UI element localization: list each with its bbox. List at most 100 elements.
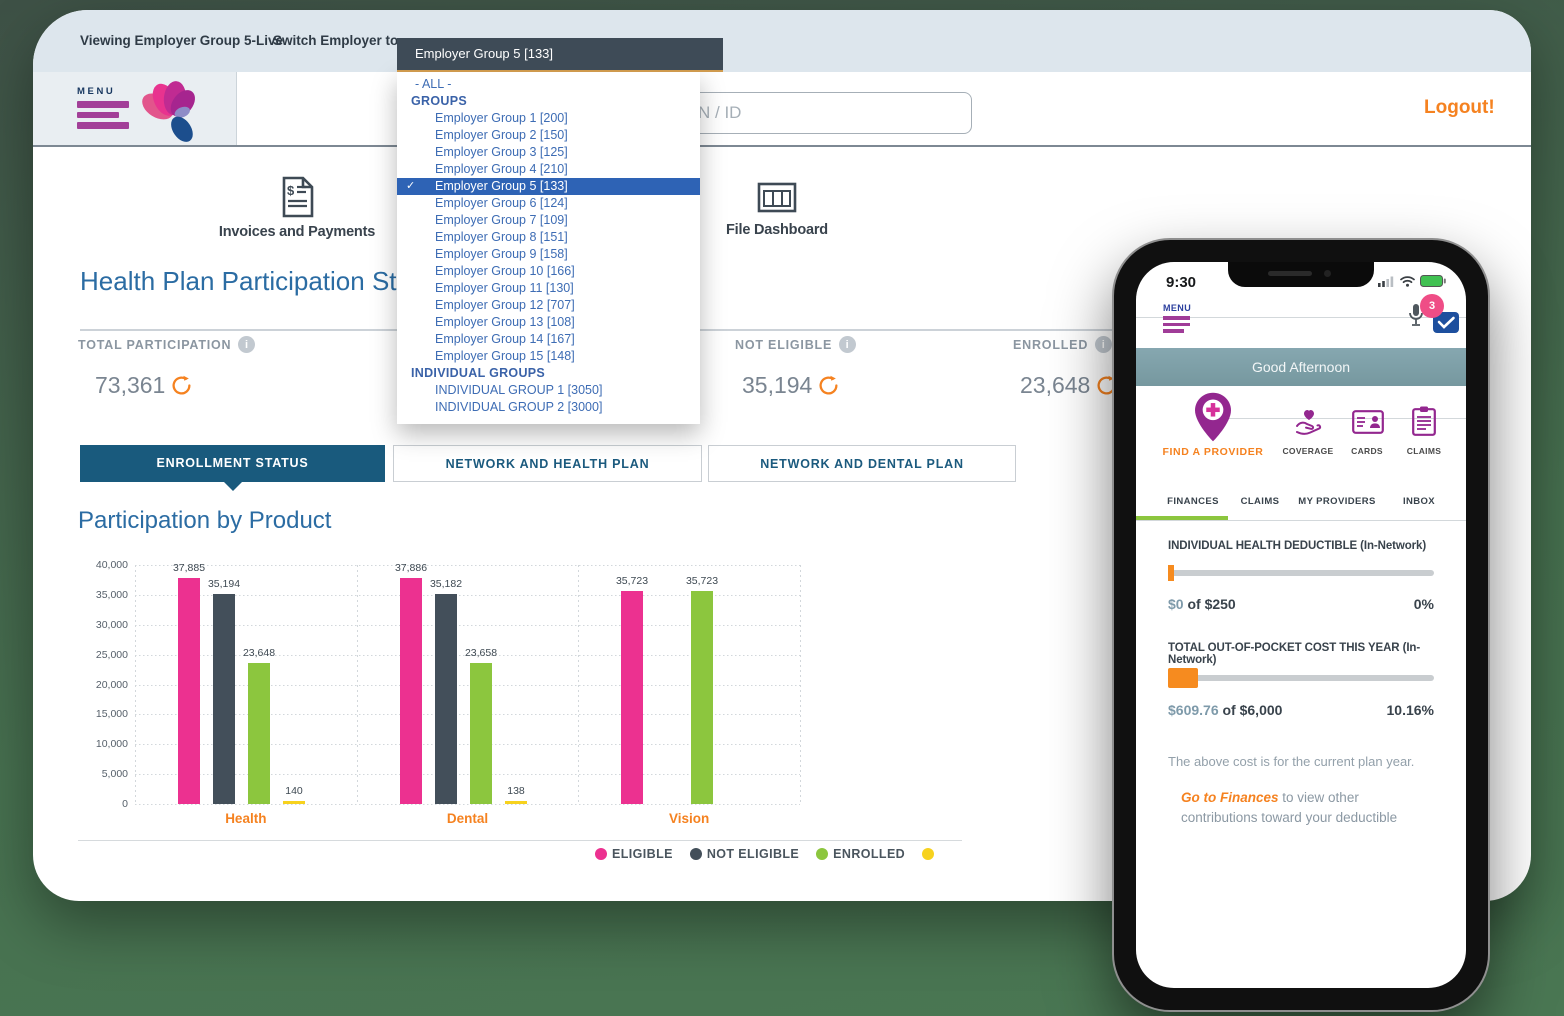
category-divider-line <box>356 565 358 804</box>
dropdown-item[interactable]: Employer Group 3 [125] <box>435 145 568 159</box>
dropdown-item[interactable]: Employer Group 11 [130] <box>435 281 574 295</box>
y-axis-tick-label: 10,000 <box>95 738 128 751</box>
info-icon[interactable]: i <box>238 336 256 353</box>
dropdown-item[interactable]: Employer Group 1 [200] <box>435 111 568 125</box>
stat-value: 73,361 <box>95 372 192 399</box>
signal-icon <box>1378 276 1394 287</box>
dropdown-item[interactable]: Employer Group 7 [109] <box>435 213 568 227</box>
invoice-icon: $ <box>282 176 314 218</box>
y-axis-tick-label: 25,000 <box>95 648 128 661</box>
gridline <box>135 744 800 746</box>
drilldown-icon[interactable] <box>818 375 839 396</box>
legend-label: ELIGIBLE <box>612 847 673 861</box>
dropdown-item[interactable]: Employer Group 9 [158] <box>435 247 568 261</box>
dropdown-item[interactable]: Employer Group 5 [133] ✓ <box>397 178 700 195</box>
hamburger-icon <box>1163 316 1190 320</box>
coverage-hand-heart-icon[interactable] <box>1295 410 1323 436</box>
bar-value-label: 140 <box>285 785 303 797</box>
inbox-envelope-icon[interactable] <box>1432 308 1460 334</box>
logout-link[interactable]: Logout! <box>1424 97 1495 118</box>
category-divider-line <box>578 565 580 804</box>
dropdown-item[interactable]: Employer Group 4 [210] <box>435 162 568 176</box>
divider <box>80 329 1490 331</box>
chart-bar <box>470 663 492 804</box>
deductible-progress-marker <box>1168 565 1174 581</box>
wifi-icon <box>1400 275 1415 287</box>
microphone-icon[interactable] <box>1408 304 1424 328</box>
legend-item: ENROLLED <box>816 847 905 861</box>
dropdown-item[interactable]: Employer Group 15 [148] <box>435 349 575 363</box>
y-axis-tick-label: 35,000 <box>95 588 128 601</box>
divider <box>1136 520 1466 521</box>
quick-action-claims[interactable]: CLAIMS <box>1406 446 1442 456</box>
dropdown-item[interactable]: INDIVIDUAL GROUP 1 [3050] <box>435 383 603 397</box>
dropdown-item[interactable]: Employer Group 2 [150] <box>435 128 568 142</box>
menu-button[interactable]: MENU <box>77 86 129 129</box>
hamburger-icon <box>77 111 119 118</box>
top-bar <box>33 10 1531 72</box>
phone-tab-my-providers[interactable]: MY PROVIDERS <box>1298 496 1376 507</box>
y-axis-tick-label: 40,000 <box>95 559 128 571</box>
divider <box>1206 418 1466 419</box>
phone-tab-claims[interactable]: CLAIMS <box>1240 496 1280 507</box>
y-axis-tick-label: 20,000 <box>95 678 128 691</box>
deductible-percent: 0% <box>1413 596 1434 612</box>
phone-notch <box>1228 262 1374 287</box>
phone-clock: 9:30 <box>1166 274 1197 291</box>
bar-value-label: 35,723 <box>615 575 649 587</box>
plan-year-note: The above cost is for the current plan y… <box>1168 754 1415 769</box>
legend-item: NOT ELIGIBLE <box>689 847 799 861</box>
category-label: Dental <box>446 811 489 826</box>
chart-bar <box>283 801 305 804</box>
divider <box>1136 317 1466 318</box>
tab-network-dental-plan[interactable]: NETWORK AND DENTAL PLAN <box>708 445 1016 482</box>
dropdown-item[interactable]: Employer Group 12 [707] <box>435 298 575 312</box>
legend-dot <box>689 848 702 860</box>
info-icon[interactable]: i <box>839 336 857 353</box>
category-label: Vision <box>669 811 710 826</box>
header-left-section <box>33 72 237 146</box>
dropdown-item-all[interactable]: - ALL - <box>415 77 452 91</box>
quick-action-cards[interactable]: CARDS <box>1351 446 1383 456</box>
header-divider <box>33 145 1531 147</box>
nav-invoices-and-payments[interactable]: $ Invoices and Payments <box>197 176 397 240</box>
go-to-finances-link[interactable]: Go to Finances <box>1181 790 1279 805</box>
dropdown-item[interactable]: Employer Group 6 [124] <box>435 196 568 210</box>
chart-bar <box>505 801 527 804</box>
phone-tab-finances[interactable]: FINANCES <box>1167 496 1219 507</box>
hamburger-icon <box>1163 322 1190 326</box>
nav-file-dashboard[interactable]: File Dashboard <box>677 176 877 238</box>
gridline <box>135 684 800 686</box>
quick-action-coverage[interactable]: COVERAGE <box>1282 446 1334 456</box>
dropdown-item[interactable]: Employer Group 13 [108] <box>435 315 575 329</box>
cards-icon[interactable] <box>1352 410 1384 434</box>
quick-action-find-provider[interactable]: FIND A PROVIDER <box>1162 446 1264 458</box>
gridline <box>135 624 800 626</box>
phone-menu-button[interactable]: MENU <box>1163 303 1191 333</box>
search-input[interactable] <box>681 92 972 134</box>
y-axis-tick-label: 0 <box>122 798 128 810</box>
drilldown-icon[interactable] <box>171 375 192 396</box>
category-divider-line <box>135 565 136 804</box>
battery-icon <box>1420 275 1446 287</box>
find-provider-pin-icon[interactable] <box>1195 392 1231 442</box>
dropdown-item[interactable]: Employer Group 14 [167] <box>435 332 575 346</box>
tab-network-health-plan[interactable]: NETWORK AND HEALTH PLAN <box>393 445 702 482</box>
speaker-slot <box>1268 271 1312 276</box>
chart-bar <box>621 591 643 804</box>
tab-enrollment-status[interactable]: ENROLLMENT STATUS <box>80 445 385 491</box>
phone-tab-inbox[interactable]: INBOX <box>1402 496 1436 507</box>
page-title: Health Plan Participation Status <box>80 266 446 296</box>
dropdown-item[interactable]: Employer Group 8 [151] <box>435 230 568 244</box>
info-icon[interactable]: i <box>1095 336 1113 353</box>
dropdown-item[interactable]: Employer Group 10 [166] <box>435 264 575 278</box>
hamburger-icon <box>77 122 129 129</box>
dropdown-item[interactable]: INDIVIDUAL GROUP 2 [3000] <box>435 400 603 414</box>
brand-flower-logo <box>142 81 195 142</box>
employer-select[interactable]: Employer Group 5 [133] <box>397 38 723 72</box>
camera-dot <box>1324 270 1331 277</box>
gridline <box>135 804 800 805</box>
claims-clipboard-icon[interactable] <box>1412 406 1436 436</box>
bar-value-label: 138 <box>507 785 525 797</box>
dropdown-section-header: GROUPS <box>411 94 467 108</box>
